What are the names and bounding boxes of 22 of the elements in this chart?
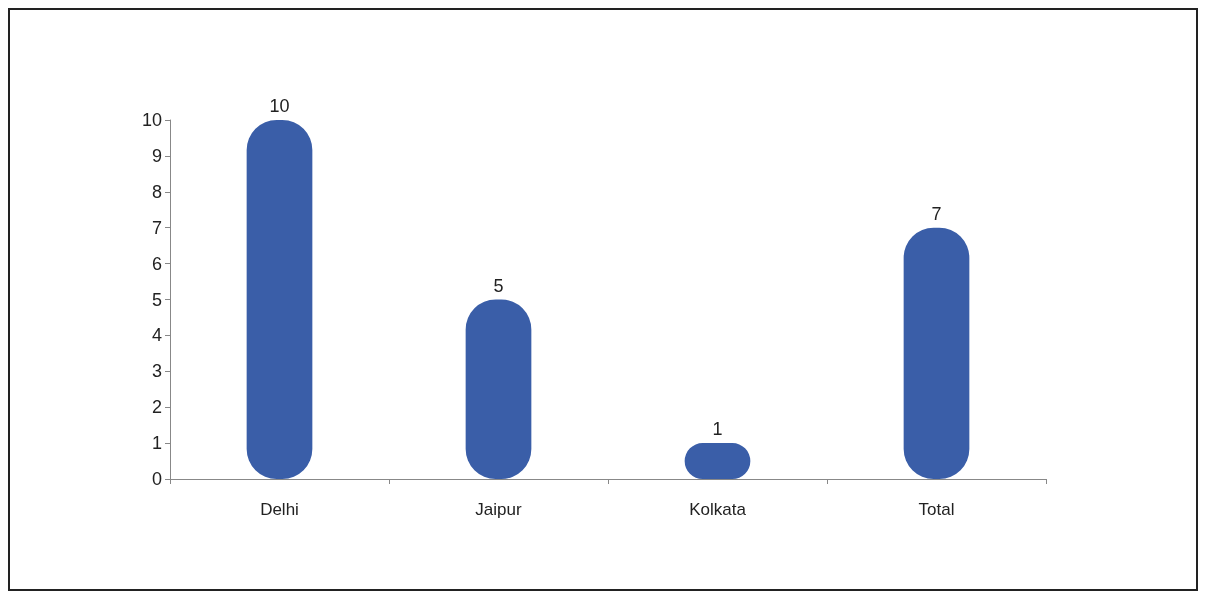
y-tick-label: 8 (151, 181, 162, 202)
y-tick-label: 2 (151, 397, 162, 418)
y-tick-label: 0 (151, 469, 162, 489)
x-tick-label: Total (918, 500, 955, 519)
data-label: 1 (712, 419, 723, 440)
data-label: 5 (493, 275, 504, 296)
x-tick-label: Jaipur (475, 500, 522, 519)
y-tick-label: 4 (151, 325, 162, 346)
bar (246, 120, 313, 479)
y-tick-label: 1 (151, 433, 162, 454)
data-label: 10 (269, 96, 290, 116)
y-tick-label: 9 (151, 145, 162, 166)
y-tick-label: 7 (151, 217, 162, 238)
y-tick-label: 5 (151, 289, 162, 310)
bar (465, 299, 532, 479)
bar (903, 227, 970, 479)
x-tick-label: Delhi (260, 500, 299, 519)
y-tick-label: 10 (141, 110, 162, 130)
y-tick-label: 3 (151, 361, 162, 382)
y-tick-label: 6 (151, 253, 162, 274)
data-label: 7 (931, 203, 942, 224)
x-tick-label: Kolkata (689, 500, 747, 519)
